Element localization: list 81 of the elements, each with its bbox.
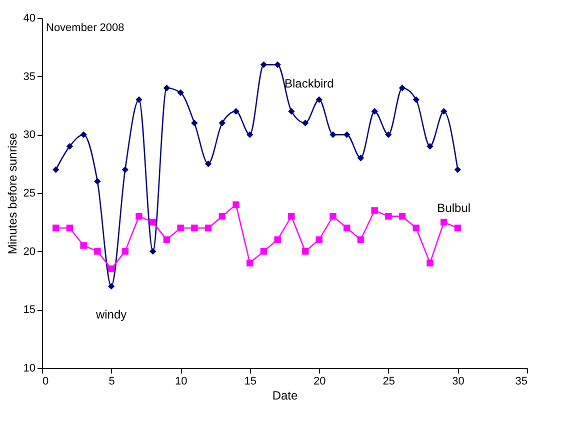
point [80, 242, 87, 249]
point [260, 248, 268, 255]
x-tick-label: 20 [314, 376, 326, 388]
point [274, 236, 281, 244]
point [440, 218, 448, 226]
point [454, 166, 462, 174]
point [357, 154, 364, 162]
point [371, 108, 378, 115]
y-tick-label: 15 [23, 304, 36, 316]
x-tick-label: 0 [42, 376, 49, 388]
point [302, 248, 309, 255]
point [344, 224, 350, 232]
x-tick-label: 10 [174, 376, 188, 388]
point [316, 96, 322, 104]
point [316, 236, 322, 244]
series-label: Bulbul [437, 201, 471, 216]
point [177, 224, 184, 232]
point [150, 248, 156, 255]
series-label: Blackbird [284, 76, 334, 91]
point [108, 265, 115, 272]
point [191, 224, 198, 232]
point [136, 96, 142, 104]
point [232, 108, 240, 115]
point [66, 142, 74, 150]
y-tick-label: 40 [23, 12, 36, 24]
point [274, 61, 281, 68]
point [260, 61, 268, 68]
point [398, 212, 406, 220]
point [177, 89, 184, 96]
point [412, 224, 420, 232]
point [288, 212, 295, 220]
point [136, 212, 142, 220]
point [80, 131, 87, 138]
point [163, 84, 170, 92]
x-axis-title: Date [272, 388, 298, 402]
x-tick-label: 30 [452, 376, 464, 388]
point [163, 236, 170, 244]
point [204, 160, 212, 168]
point [330, 212, 336, 220]
point [66, 224, 74, 232]
point [94, 178, 101, 185]
y-tick-label: 35 [23, 70, 36, 83]
y-tick-label: 10 [23, 362, 36, 374]
point [218, 120, 226, 126]
point [150, 218, 156, 226]
point [398, 84, 406, 92]
x-tick-label: 5 [108, 376, 115, 388]
y-tick-label: 20 [23, 246, 36, 258]
point [94, 248, 101, 255]
point [454, 224, 462, 232]
point [412, 96, 420, 104]
point [218, 212, 226, 220]
point [302, 120, 309, 126]
y-tick-label: 25 [23, 188, 36, 200]
point [108, 282, 115, 290]
x-tick-label: 15 [244, 376, 256, 388]
point [204, 224, 212, 232]
annotation: November 2008 [46, 22, 124, 34]
point [385, 131, 392, 138]
y-tick-label: 30 [23, 129, 36, 142]
point [288, 108, 295, 115]
point [385, 212, 392, 220]
point [344, 131, 350, 138]
point [122, 166, 128, 174]
point [440, 108, 448, 115]
point [122, 248, 128, 255]
point [426, 260, 434, 266]
x-tick-label: 25 [382, 376, 396, 388]
point [246, 131, 254, 138]
point [232, 201, 240, 208]
y-axis-title: Minutes before sunrise [5, 132, 20, 254]
point [330, 131, 336, 138]
point [246, 260, 254, 266]
point [426, 142, 434, 150]
x-tick-label: 35 [515, 376, 528, 388]
point [52, 166, 60, 174]
point [191, 120, 198, 126]
point [371, 207, 378, 214]
annotation: windy [94, 307, 127, 322]
point [52, 224, 60, 232]
point [357, 236, 364, 244]
